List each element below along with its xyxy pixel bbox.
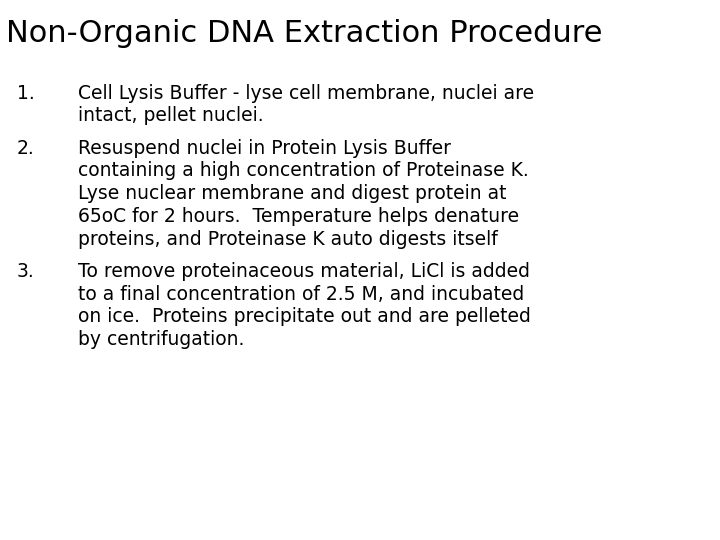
Text: Cell Lysis Buffer - lyse cell membrane, nuclei are: Cell Lysis Buffer - lyse cell membrane, … xyxy=(78,84,534,103)
Text: 1.: 1. xyxy=(17,84,35,103)
Text: 65oC for 2 hours.  Temperature helps denature: 65oC for 2 hours. Temperature helps dena… xyxy=(78,207,519,226)
Text: containing a high concentration of Proteinase K.: containing a high concentration of Prote… xyxy=(78,161,528,180)
Text: to a final concentration of 2.5 M, and incubated: to a final concentration of 2.5 M, and i… xyxy=(78,285,524,303)
Text: 3.: 3. xyxy=(17,262,35,281)
Text: intact, pellet nuclei.: intact, pellet nuclei. xyxy=(78,106,264,125)
Text: on ice.  Proteins precipitate out and are pelleted: on ice. Proteins precipitate out and are… xyxy=(78,307,531,326)
Text: Lyse nuclear membrane and digest protein at: Lyse nuclear membrane and digest protein… xyxy=(78,184,506,203)
Text: Non-Organic DNA Extraction Procedure: Non-Organic DNA Extraction Procedure xyxy=(6,19,602,48)
Text: 2.: 2. xyxy=(17,139,35,158)
Text: proteins, and Proteinase K auto digests itself: proteins, and Proteinase K auto digests … xyxy=(78,230,498,248)
Text: To remove proteinaceous material, LiCl is added: To remove proteinaceous material, LiCl i… xyxy=(78,262,530,281)
Text: by centrifugation.: by centrifugation. xyxy=(78,330,244,349)
Text: Resuspend nuclei in Protein Lysis Buffer: Resuspend nuclei in Protein Lysis Buffer xyxy=(78,139,451,158)
